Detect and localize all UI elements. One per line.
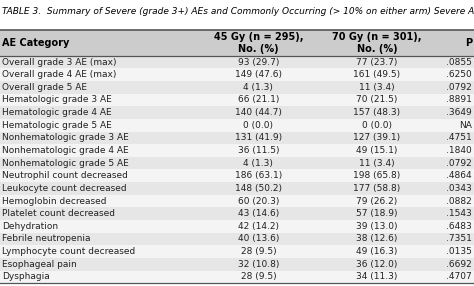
Text: Leukocyte count decreased: Leukocyte count decreased: [2, 184, 127, 193]
Text: 34 (11.3): 34 (11.3): [356, 272, 398, 281]
Text: .6483: .6483: [447, 222, 472, 231]
Text: 148 (50.2): 148 (50.2): [235, 184, 282, 193]
Text: Nonhematologic grade 3 AE: Nonhematologic grade 3 AE: [2, 133, 129, 142]
Text: 43 (14.6): 43 (14.6): [237, 209, 279, 218]
Text: Hemoglobin decreased: Hemoglobin decreased: [2, 196, 107, 206]
Text: 0 (0.0): 0 (0.0): [362, 121, 392, 130]
Bar: [0, 271, 474, 283]
Text: P: P: [465, 38, 472, 48]
Text: .0792: .0792: [447, 83, 472, 92]
Text: 11 (3.4): 11 (3.4): [359, 159, 395, 168]
Text: 4 (1.3): 4 (1.3): [243, 159, 273, 168]
Text: 157 (48.3): 157 (48.3): [353, 108, 401, 117]
Text: Hematologic grade 4 AE: Hematologic grade 4 AE: [2, 108, 112, 117]
Bar: [0, 68, 474, 81]
Text: Dehydration: Dehydration: [2, 222, 58, 231]
Text: .0343: .0343: [447, 184, 472, 193]
Bar: [0, 119, 474, 132]
Text: 36 (11.5): 36 (11.5): [237, 146, 279, 155]
Text: 0 (0.0): 0 (0.0): [243, 121, 273, 130]
Text: Nonhematologic grade 4 AE: Nonhematologic grade 4 AE: [2, 146, 129, 155]
Text: 70 (21.5): 70 (21.5): [356, 96, 398, 104]
Text: 79 (26.2): 79 (26.2): [356, 196, 398, 206]
Text: .6692: .6692: [447, 260, 472, 269]
Text: Platelet count decreased: Platelet count decreased: [2, 209, 115, 218]
Text: 66 (21.1): 66 (21.1): [237, 96, 279, 104]
Text: .8891: .8891: [446, 96, 472, 104]
Text: 40 (13.6): 40 (13.6): [237, 235, 279, 243]
Bar: [0, 94, 474, 106]
Bar: [0, 245, 474, 258]
Text: 161 (49.5): 161 (49.5): [353, 70, 401, 79]
Text: .3649: .3649: [447, 108, 472, 117]
Text: .0792: .0792: [447, 159, 472, 168]
Text: 177 (58.8): 177 (58.8): [353, 184, 401, 193]
Text: 93 (29.7): 93 (29.7): [237, 57, 279, 67]
Text: Nonhematologic grade 5 AE: Nonhematologic grade 5 AE: [2, 159, 129, 168]
Text: .0135: .0135: [446, 247, 472, 256]
Text: 149 (47.6): 149 (47.6): [235, 70, 282, 79]
Text: 60 (20.3): 60 (20.3): [237, 196, 279, 206]
Text: 77 (23.7): 77 (23.7): [356, 57, 398, 67]
Text: .0882: .0882: [447, 196, 472, 206]
Text: .1543: .1543: [447, 209, 472, 218]
Text: 38 (12.6): 38 (12.6): [356, 235, 398, 243]
Text: 140 (44.7): 140 (44.7): [235, 108, 282, 117]
Text: .7351: .7351: [446, 235, 472, 243]
Text: NA: NA: [459, 121, 472, 130]
Text: 28 (9.5): 28 (9.5): [240, 247, 276, 256]
Text: 186 (63.1): 186 (63.1): [235, 171, 282, 180]
Bar: [0, 195, 474, 207]
Text: .4707: .4707: [447, 272, 472, 281]
Text: Febrile neutropenia: Febrile neutropenia: [2, 235, 91, 243]
Text: Overall grade 4 AE (max): Overall grade 4 AE (max): [2, 70, 117, 79]
Bar: [0, 207, 474, 220]
Text: 70 Gy (n = 301),
No. (%): 70 Gy (n = 301), No. (%): [332, 32, 421, 54]
Bar: [0, 233, 474, 245]
Text: .1840: .1840: [447, 146, 472, 155]
Text: Hematologic grade 5 AE: Hematologic grade 5 AE: [2, 121, 112, 130]
Text: 4 (1.3): 4 (1.3): [243, 83, 273, 92]
Text: 28 (9.5): 28 (9.5): [240, 272, 276, 281]
Text: Lymphocyte count decreased: Lymphocyte count decreased: [2, 247, 136, 256]
Text: 11 (3.4): 11 (3.4): [359, 83, 395, 92]
Text: 57 (18.9): 57 (18.9): [356, 209, 398, 218]
Bar: [0, 258, 474, 271]
Text: 131 (41.9): 131 (41.9): [235, 133, 282, 142]
Text: Overall grade 5 AE: Overall grade 5 AE: [2, 83, 87, 92]
Text: AE Category: AE Category: [2, 38, 70, 48]
Text: 36 (12.0): 36 (12.0): [356, 260, 398, 269]
Bar: [0, 169, 474, 182]
Bar: [0, 106, 474, 119]
Bar: [0, 144, 474, 157]
Text: 198 (65.8): 198 (65.8): [353, 171, 401, 180]
Bar: [0, 30, 474, 56]
Text: Dysphagia: Dysphagia: [2, 272, 50, 281]
Text: Overall grade 3 AE (max): Overall grade 3 AE (max): [2, 57, 117, 67]
Text: .6250: .6250: [447, 70, 472, 79]
Bar: [0, 81, 474, 94]
Text: .4751: .4751: [447, 133, 472, 142]
Bar: [0, 182, 474, 195]
Text: Hematologic grade 3 AE: Hematologic grade 3 AE: [2, 96, 112, 104]
Text: 127 (39.1): 127 (39.1): [353, 133, 401, 142]
Text: .0855: .0855: [446, 57, 472, 67]
Text: 39 (13.0): 39 (13.0): [356, 222, 398, 231]
Text: Esophageal pain: Esophageal pain: [2, 260, 77, 269]
Text: 49 (15.1): 49 (15.1): [356, 146, 398, 155]
Text: .4864: .4864: [447, 171, 472, 180]
Bar: [0, 220, 474, 233]
Text: 42 (14.2): 42 (14.2): [238, 222, 279, 231]
Text: 45 Gy (n = 295),
No. (%): 45 Gy (n = 295), No. (%): [214, 32, 303, 54]
Bar: [0, 56, 474, 68]
Bar: [0, 132, 474, 144]
Bar: [0, 157, 474, 169]
Text: 49 (16.3): 49 (16.3): [356, 247, 398, 256]
Text: TABLE 3.  Summary of Severe (grade 3+) AEs and Commonly Occurring (> 10% on eith: TABLE 3. Summary of Severe (grade 3+) AE…: [2, 7, 474, 16]
Text: 32 (10.8): 32 (10.8): [237, 260, 279, 269]
Text: Neutrophil count decreased: Neutrophil count decreased: [2, 171, 128, 180]
